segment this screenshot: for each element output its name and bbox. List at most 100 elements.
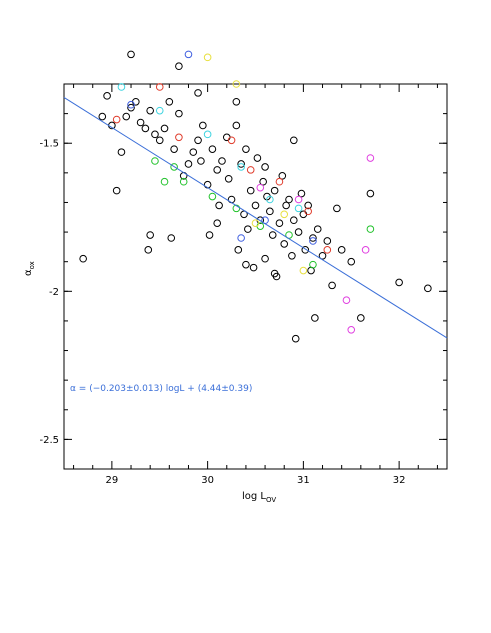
data-point: [270, 186, 279, 195]
data-point: [246, 166, 255, 174]
data-point: [144, 246, 153, 254]
data-point: [361, 246, 370, 254]
data-point: [112, 186, 121, 195]
data-point: [213, 219, 221, 227]
data-point: [194, 89, 202, 97]
data-point: [333, 204, 341, 213]
data-point: [132, 97, 140, 106]
data-point: [227, 136, 236, 145]
data-point: [155, 83, 164, 91]
axis-ticks: 29 30 31 32 -1.5 -2 -2.5: [39, 83, 447, 486]
data-point: [282, 201, 290, 210]
data-point: [244, 225, 252, 233]
data-point: [155, 136, 164, 145]
data-point: [237, 234, 245, 242]
x-tick-label: 30: [201, 475, 214, 486]
y-tick-label: -2.5: [39, 435, 59, 446]
data-point: [294, 195, 303, 204]
data-point: [251, 201, 260, 210]
data-point: [337, 246, 346, 254]
regression-line: [63, 97, 448, 339]
data-point: [213, 166, 221, 174]
data-point: [347, 326, 356, 334]
data-point: [301, 246, 310, 254]
data-point: [146, 106, 154, 115]
data-point: [261, 254, 269, 263]
data-point: [285, 195, 293, 204]
data-point: [256, 183, 265, 192]
data-point: [222, 133, 231, 142]
data-point: [253, 154, 262, 162]
data-point: [117, 83, 126, 91]
data-point: [237, 160, 245, 168]
data-point: [167, 234, 176, 242]
data-point: [224, 174, 233, 183]
data-point: [290, 216, 298, 225]
data-point: [234, 246, 243, 254]
data-point: [203, 180, 212, 189]
data-point: [179, 177, 188, 186]
data-point: [218, 157, 226, 165]
data-point: [395, 278, 403, 287]
data-point: [290, 136, 298, 145]
data-point: [347, 257, 356, 266]
data-point: [309, 260, 317, 269]
data-point: [112, 115, 121, 124]
data-point: [208, 192, 217, 201]
data-point: [151, 130, 159, 139]
data-point: [170, 163, 178, 171]
data-point: [155, 106, 164, 115]
data-point: [328, 281, 336, 290]
data-point: [304, 201, 312, 210]
data-point: [160, 177, 169, 186]
data-point: [424, 284, 432, 293]
data-point: [366, 154, 375, 162]
data-point: [232, 80, 241, 88]
data-point: [232, 97, 241, 106]
data-point: [268, 231, 277, 239]
data-point: [127, 100, 135, 109]
data-point: [203, 130, 212, 139]
data-point: [270, 269, 279, 278]
data-point: [122, 112, 131, 121]
data-point: [297, 189, 306, 198]
data-point: [175, 133, 183, 142]
x-axis-label: log LOV: [242, 491, 276, 504]
data-point: [291, 334, 300, 343]
data-points: [79, 50, 432, 343]
data-point: [232, 121, 241, 130]
data-point: [98, 112, 107, 121]
y-axis-label: αox: [23, 261, 36, 276]
data-point: [170, 145, 178, 153]
data-point: [357, 314, 365, 322]
data-point: [103, 92, 111, 100]
data-point: [146, 231, 154, 239]
data-point: [275, 219, 284, 227]
data-point: [79, 254, 87, 263]
data-point: [203, 53, 212, 62]
data-point: [199, 121, 207, 130]
data-point: [117, 148, 126, 156]
data-point: [280, 210, 289, 219]
data-point: [184, 160, 193, 168]
data-point: [249, 263, 258, 272]
data-point: [280, 240, 289, 248]
data-point: [160, 124, 169, 133]
data-point: [136, 118, 145, 127]
data-point: [151, 157, 159, 165]
data-point: [215, 201, 223, 210]
data-point: [208, 145, 217, 153]
data-point: [366, 225, 375, 233]
data-point: [342, 296, 351, 304]
x-tick-label: 32: [393, 475, 406, 486]
data-point: [304, 207, 312, 216]
data-point: [299, 210, 308, 219]
y-tick-label: -2: [49, 287, 59, 298]
data-point: [259, 177, 267, 186]
fit-equation: α = (−0.203±0.013) logL + (4.44±0.39): [70, 384, 252, 394]
data-point: [205, 231, 214, 239]
data-point: [266, 207, 274, 216]
data-point: [294, 228, 303, 236]
data-point: [194, 136, 202, 145]
data-point: [127, 103, 135, 112]
